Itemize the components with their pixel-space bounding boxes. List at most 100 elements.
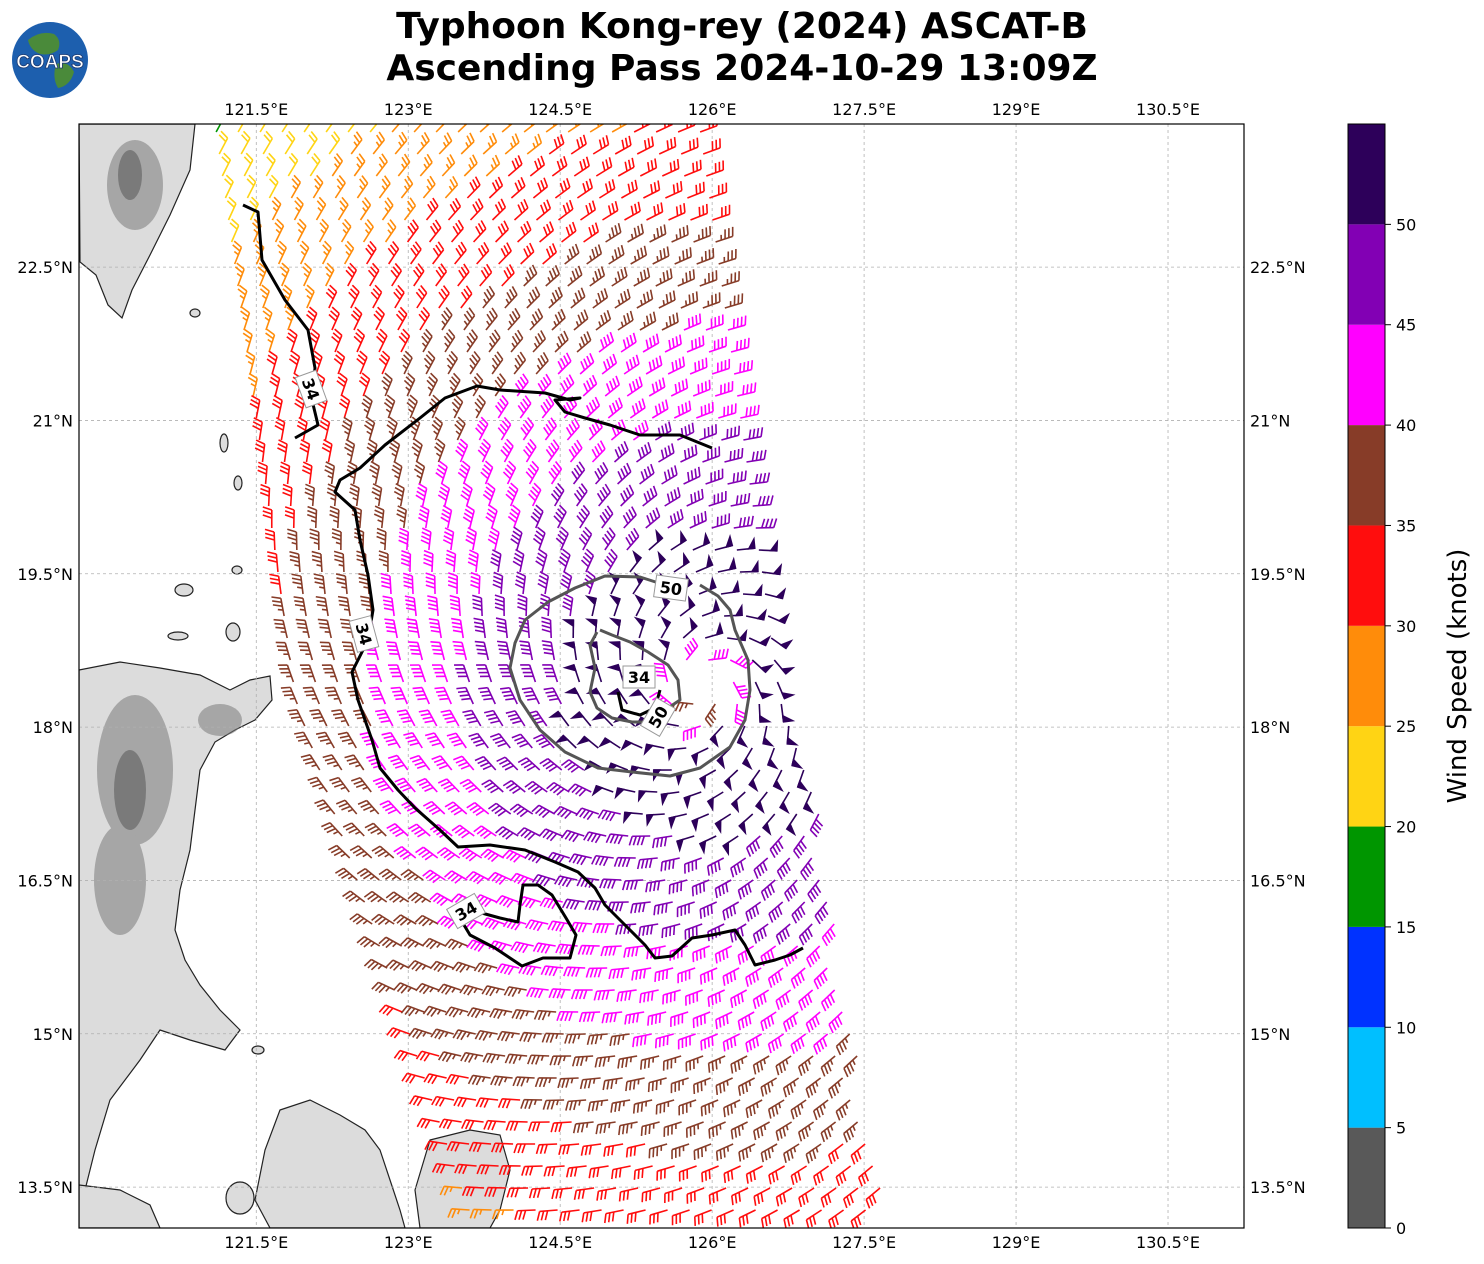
- wind-barb: [540, 395, 555, 419]
- colorbar-bin: [1348, 1127, 1385, 1228]
- wind-barb: [674, 247, 692, 265]
- colorbar-bin: [1348, 926, 1385, 1028]
- wind-barb: [708, 1121, 726, 1139]
- wind-barb: [671, 1209, 690, 1226]
- wind-barb: [465, 870, 490, 885]
- babuyan-island-4: [167, 631, 189, 641]
- wind-barb: [451, 394, 464, 419]
- wind-barb: [368, 686, 387, 705]
- wind-barb: [321, 438, 333, 463]
- wind-barb: [591, 784, 614, 797]
- wind-barb: [416, 131, 430, 155]
- wind-barb: [617, 157, 635, 177]
- wind-barb: [331, 709, 350, 727]
- wind-barb: [741, 747, 753, 771]
- wind-barb: [626, 376, 643, 397]
- wind-barb: [543, 417, 558, 441]
- wind-barb: [337, 595, 351, 617]
- wind-barb: [673, 551, 690, 573]
- wind-barb: [797, 1055, 814, 1077]
- wind-barb: [378, 550, 389, 573]
- plot-frame: [78, 123, 1245, 1229]
- wind-barb: [722, 967, 740, 986]
- wind-barb: [553, 805, 578, 820]
- wind-barb: [468, 732, 489, 749]
- wind-barb: [820, 1187, 837, 1208]
- wind-barb: [496, 1030, 520, 1042]
- wind-barb: [670, 378, 689, 397]
- wind-barb: [775, 923, 791, 945]
- wind-barb: [626, 1209, 646, 1224]
- wind-barb: [714, 945, 733, 964]
- wind-barb: [349, 913, 373, 925]
- lat-tick-label-right: 15°N: [1250, 1025, 1290, 1044]
- wind-barb: [293, 196, 304, 221]
- wind-barb: [271, 596, 285, 617]
- lat-tick-label-left: 22.5°N: [17, 258, 73, 277]
- wind-barb: [459, 984, 483, 996]
- wind-barb: [621, 879, 644, 891]
- wind-barb: [497, 416, 512, 441]
- wind-barb: [685, 1121, 704, 1138]
- wind-barb: [698, 835, 717, 855]
- wind-barb: [299, 664, 317, 683]
- wind-barb: [477, 438, 491, 463]
- wind-barb: [396, 709, 416, 727]
- wind-barb: [596, 483, 611, 507]
- wind-barb: [737, 1011, 755, 1031]
- wind-barb: [490, 549, 502, 573]
- wind-barb: [487, 526, 500, 551]
- wind-barb: [532, 526, 546, 551]
- wind-barb: [545, 124, 559, 133]
- wind-barb: [331, 328, 343, 353]
- wind-barb: [476, 664, 493, 683]
- wind-barb: [423, 1073, 447, 1085]
- wind-barb: [280, 686, 299, 705]
- wind-barb: [714, 879, 732, 899]
- wind-barb: [412, 686, 431, 705]
- wind-barb: [730, 1055, 748, 1074]
- wind-barb: [575, 807, 599, 821]
- wind-barb: [633, 267, 651, 287]
- wind-barb: [418, 306, 431, 331]
- wind-barb: [702, 446, 721, 463]
- wind-barb: [576, 504, 591, 529]
- colorbar-bin: [1348, 726, 1385, 827]
- colorbar-bin: [1348, 625, 1385, 727]
- wind-barb: [737, 382, 757, 397]
- wind-barb: [758, 539, 779, 552]
- wind-barb: [527, 1121, 550, 1132]
- wind-barb: [677, 967, 696, 984]
- wind-barb: [783, 1209, 800, 1228]
- wind-barb: [446, 350, 459, 375]
- wind-barb: [401, 1072, 425, 1084]
- wind-barb: [422, 1005, 447, 1017]
- wind-barb: [469, 1208, 492, 1219]
- wind-barb: [636, 857, 658, 870]
- wind-barb: [519, 1031, 542, 1043]
- wind-barb: [605, 833, 629, 845]
- wind-barb: [610, 1099, 631, 1113]
- wind-barb: [457, 460, 471, 485]
- wind-barb: [714, 381, 734, 397]
- lon-tick-label-bottom: 127.5°E: [832, 1233, 896, 1252]
- wind-barb: [221, 152, 232, 177]
- wind-barb: [545, 439, 560, 463]
- wind-barb: [442, 527, 455, 551]
- wind-barb: [468, 1141, 492, 1153]
- wind-barb: [700, 1099, 719, 1117]
- wind-barb: [754, 791, 768, 814]
- wind-barb: [492, 571, 504, 595]
- wind-barb: [482, 1052, 506, 1064]
- wind-barb: [495, 220, 510, 243]
- wind-barb: [809, 813, 824, 838]
- wind-barb: [534, 1077, 557, 1088]
- wind-barb: [780, 703, 796, 723]
- wind-barb: [376, 328, 388, 353]
- wind-barb: [331, 528, 342, 551]
- wind-barb: [540, 965, 564, 977]
- wind-barb: [648, 528, 664, 551]
- wind-barb: [556, 1010, 579, 1022]
- wind-barb: [335, 573, 348, 595]
- wind-barb: [381, 372, 393, 397]
